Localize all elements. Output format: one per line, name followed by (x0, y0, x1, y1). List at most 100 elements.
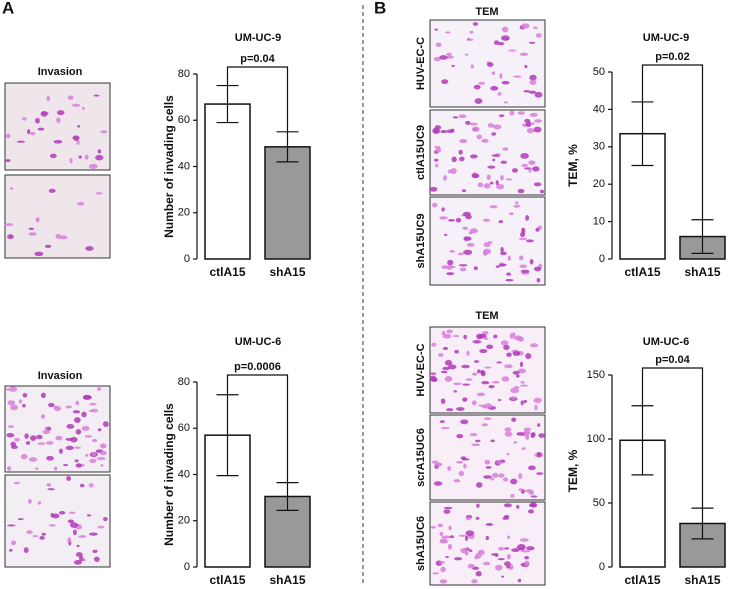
cell (86, 514, 92, 517)
x-tick-label: ctlA15 (624, 573, 660, 587)
image-label: ctlA15UC6 (0, 401, 2, 456)
y-tick-label: 40 (178, 160, 190, 172)
cell (529, 112, 538, 117)
cell (512, 351, 521, 356)
cell (67, 537, 72, 543)
cell (444, 359, 453, 366)
cell (76, 140, 80, 145)
cell (46, 441, 54, 445)
y-tick-label: 30 (593, 141, 605, 153)
cell (46, 95, 51, 102)
cell (483, 475, 492, 479)
cell (439, 216, 448, 220)
cell (495, 265, 500, 268)
cell (39, 536, 45, 540)
cell (506, 352, 512, 358)
cell (533, 126, 542, 133)
cell (460, 419, 469, 425)
cell (97, 149, 102, 154)
cell (66, 423, 75, 429)
cell (81, 411, 87, 418)
cell (496, 461, 504, 464)
cell (441, 207, 445, 212)
cell (536, 472, 544, 475)
cell (481, 331, 489, 335)
cell (459, 139, 468, 144)
cell (475, 439, 481, 443)
cell (519, 538, 529, 542)
cell (442, 346, 449, 351)
cell (517, 188, 525, 194)
cell (447, 466, 452, 471)
cell (46, 483, 52, 487)
cell (497, 558, 505, 561)
cell (103, 516, 108, 522)
cell (529, 502, 538, 508)
cell (489, 205, 498, 209)
cell (496, 361, 503, 364)
cell (69, 157, 73, 164)
cell (535, 227, 540, 232)
cell (37, 501, 42, 505)
cell (505, 178, 513, 181)
cell (458, 534, 467, 537)
cell (431, 342, 437, 347)
cell (28, 457, 38, 462)
cell (459, 156, 465, 162)
cell (53, 466, 58, 471)
image-label: shA15UC6 (415, 516, 427, 571)
cell (508, 49, 517, 52)
cell (73, 560, 82, 565)
cell (70, 436, 78, 443)
cell (435, 42, 442, 47)
cell (493, 124, 502, 130)
p-value: p=0.04 (240, 53, 275, 65)
cell (27, 129, 31, 135)
cell (497, 91, 502, 96)
cell (431, 377, 438, 383)
micrograph (4, 82, 111, 171)
cell (495, 180, 499, 186)
cell (510, 478, 518, 485)
cell (459, 267, 467, 272)
cell (44, 244, 52, 249)
cell (458, 264, 468, 267)
cell (521, 163, 529, 168)
cell (499, 73, 503, 79)
cell (535, 33, 542, 38)
cell (58, 448, 63, 454)
cell (510, 396, 516, 400)
cell (529, 79, 537, 85)
cell (486, 62, 494, 67)
cell (458, 470, 465, 477)
cell (471, 443, 481, 447)
cell (503, 514, 510, 519)
cell (13, 481, 20, 485)
cell (505, 278, 514, 282)
cell (497, 398, 502, 402)
cell (483, 183, 491, 189)
cell (83, 395, 92, 400)
cell (435, 163, 439, 168)
cell (498, 546, 505, 551)
cell (454, 557, 463, 561)
cell (40, 414, 46, 419)
x-tick-label: shA15 (684, 573, 720, 587)
cell (520, 400, 524, 406)
cell (528, 41, 536, 44)
image-group-title: Invasion (38, 66, 83, 78)
cell (30, 435, 37, 441)
cell (519, 264, 528, 269)
y-tick-label: 20 (178, 515, 190, 527)
cell (439, 579, 448, 584)
cell (478, 404, 487, 407)
cell (502, 147, 509, 151)
image-label: shA15UC9 (0, 189, 2, 244)
cell (5, 159, 11, 163)
cell (445, 555, 449, 559)
cell (504, 427, 512, 432)
cell (446, 272, 455, 276)
cell (453, 479, 461, 483)
y-tick-label: 40 (593, 103, 605, 115)
x-tick-label: ctlA15 (624, 265, 660, 279)
